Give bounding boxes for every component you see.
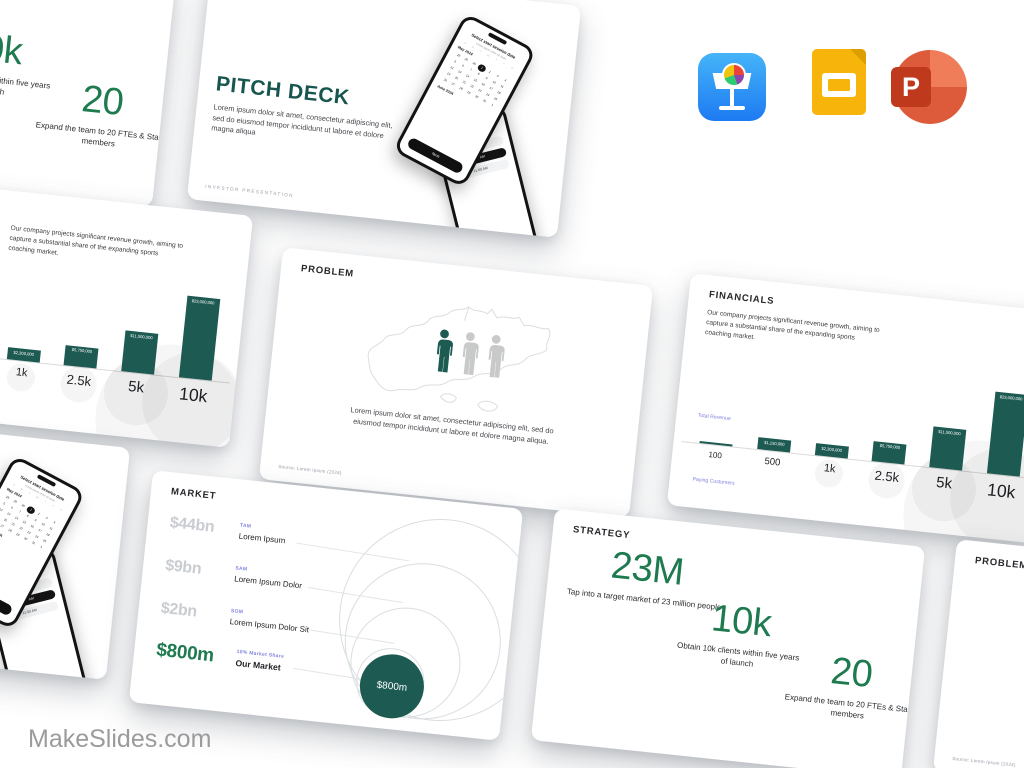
source-note: Source: Lorem Ipsum (2024) [277, 463, 342, 476]
slide-title: STRATEGY [572, 524, 631, 542]
stat-value: 10k [709, 597, 774, 646]
cover-body-text: Lorem ipsum dolor sit amet, consectetur … [210, 102, 394, 140]
google-slides-fold [850, 49, 866, 65]
bar-10k: $23,000,000 [986, 391, 1024, 477]
slide-thumbnail-cover-partial[interactable]: PITCH DECK Lorem ipsum dolor sit amet, c… [0, 409, 131, 680]
market-value-highlight: $800m [155, 639, 215, 667]
market-label: Lorem Ipsum [238, 531, 286, 545]
bar-2.5k: $5,750,000 [63, 344, 99, 369]
bar-5k: $11,500,000 [121, 330, 159, 375]
market-label: Our Market [235, 657, 282, 673]
google-slides-icon[interactable] [812, 49, 866, 115]
market-row: $9bn SAM Lorem Ipsum Dolor [164, 557, 303, 590]
powerpoint-p-badge: P [891, 67, 931, 107]
bar-5k: $11,500,000 [929, 426, 967, 471]
stat-block: 20 Expand the team to 20 FTEs & Staff me… [32, 73, 170, 155]
slide-thumbnail-market[interactable]: MARKET $44bn TAM Lorem Ipsum $9bn SAM Lo… [128, 470, 524, 741]
bar-value-label: $2,300,000 [13, 349, 35, 357]
bar-value-label: $23,000,000 [191, 297, 215, 305]
stat-value: 10k [0, 25, 25, 74]
keynote-pie-chart [722, 63, 746, 87]
google-slides-frame [822, 73, 856, 97]
bar-value-label: $23,000,000 [999, 393, 1023, 401]
slide-thumbnail-financials[interactable]: FINANCIALS Our company projects signific… [666, 273, 1024, 544]
keynote-base [719, 106, 745, 110]
google-slides-frame-inner [828, 79, 850, 91]
chart-column-1k: $2,300,000 1k [802, 356, 870, 489]
next-button: Next [0, 578, 14, 617]
bar-value-label: $5,750,000 [879, 442, 901, 450]
market-value: $2bn [159, 599, 198, 621]
next-button: Next [406, 136, 465, 175]
source-note: Source: Lorem Ipsum (2024) [951, 755, 1016, 768]
slide-thumbnail-cover[interactable]: PITCH DECK Lorem ipsum dolor sit amet, c… [186, 0, 582, 238]
format-icons-row: P [690, 44, 990, 134]
person-icon-accent [436, 329, 454, 373]
cover-footer: INVESTOR PRESENTATION [205, 183, 295, 199]
slide-thumbnail-financials-partial[interactable]: Our company projects significant revenue… [0, 177, 254, 448]
bar-2.5k: $5,750,000 [871, 440, 907, 465]
market-row: $800m 10% Market Share Our Market [155, 640, 284, 675]
market-row: $44bn TAM Lorem Ipsum [169, 514, 287, 545]
powerpoint-icon[interactable]: P [891, 50, 967, 124]
bar-value-label: $2,300,000 [821, 445, 843, 453]
bar-value-label: $5,750,000 [71, 346, 93, 354]
bar-chart: 100$1,150,000500$2,300,0001k$5,750,0002.… [0, 248, 253, 448]
slide-title: MARKET [170, 486, 217, 502]
slide-title: PROBLEM [974, 555, 1024, 572]
person-icon [488, 334, 505, 378]
stat-block: 20 Expand the team to 20 FTEs & Staff me… [781, 645, 919, 727]
market-row: $2bn SOM Lorem Ipsum Dolor Sit [160, 600, 311, 634]
bar-value-label: $11,500,000 [938, 428, 961, 436]
chart-column-2.5k: $5,750,000 2.5k [52, 266, 120, 405]
bar-value-label: $11,500,000 [130, 332, 153, 340]
people-icons [431, 328, 506, 380]
site-wordmark[interactable]: MakeSlides.com [28, 725, 212, 753]
market-value: $9bn [164, 557, 203, 578]
keynote-icon[interactable] [698, 53, 766, 121]
bar-value-label: $1,150,000 [763, 439, 785, 447]
slide-thumbnail-problem-partial[interactable]: PROBLEM Source: Lorem Ipsum (2024) [932, 539, 1024, 768]
slide-title: FINANCIALS [708, 289, 775, 307]
x-axis-label: Paying Customers [692, 476, 735, 487]
person-icon [462, 332, 479, 376]
map-outline [350, 292, 574, 435]
chart-column-100: 100 [688, 344, 756, 460]
slide-thumbnail-strategy-partial[interactable]: STRATEGY 23M Tap into a target market of… [0, 0, 177, 207]
slide-title: PROBLEM [300, 263, 355, 280]
slide-thumbnail-strategy[interactable]: STRATEGY 23M Tap into a target market of… [530, 508, 926, 768]
slide-thumbnail-problem[interactable]: PROBLEM Lorem ipsum dolor sit amet, cons… [258, 247, 654, 518]
chart-column-2.5k: $5,750,000 2.5k [860, 362, 928, 501]
keynote-stand [730, 89, 734, 106]
market-value: $44bn [168, 514, 216, 536]
chart-column-10k: $23,000,000 10k [137, 278, 248, 448]
